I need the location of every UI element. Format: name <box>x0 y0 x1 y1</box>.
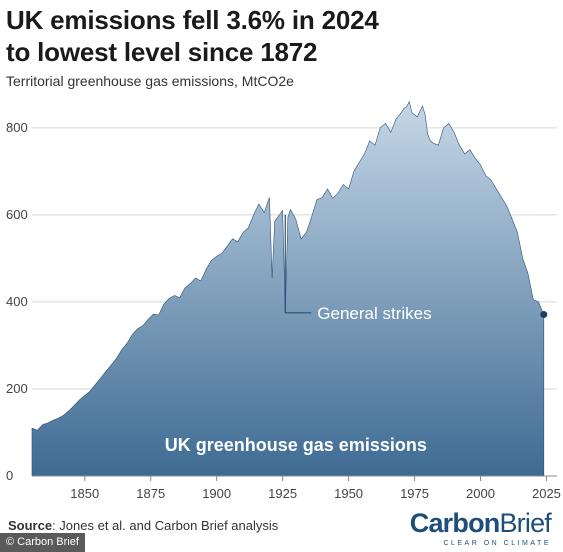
x-tick-label: 1925 <box>268 486 297 501</box>
source-note: Source: Jones et al. and Carbon Brief an… <box>8 518 278 533</box>
x-tick-label: 1900 <box>202 486 231 501</box>
chart-title-line-1: UK emissions fell 3.6% in 2024 <box>6 5 379 35</box>
carbon-brief-logo[interactable]: CarbonBrief <box>409 508 552 539</box>
y-tick-label: 600 <box>6 207 28 222</box>
y-tick-label: 400 <box>6 294 28 309</box>
area-label: UK greenhouse gas emissions <box>165 435 427 455</box>
x-tick-label: 2000 <box>466 486 495 501</box>
brand-brief: Brief <box>499 508 551 538</box>
copyright-badge: © Carbon Brief <box>0 533 85 552</box>
y-tick-label: 200 <box>6 381 28 396</box>
chart-subtitle: Territorial greenhouse gas emissions, Mt… <box>6 73 294 89</box>
x-tick-label: 1850 <box>70 486 99 501</box>
x-tick-label: 1975 <box>400 486 429 501</box>
axes: 0 200 400 600 800 1850 1875 1900 1925 1950 1975 200… <box>6 120 561 501</box>
chart-title-line-2: to lowest level since 1872 <box>6 37 318 67</box>
latest-value-marker <box>540 311 548 319</box>
y-tick-label: 800 <box>6 120 28 135</box>
brand-carbon: Carbon <box>409 508 501 538</box>
x-tick-label: 1875 <box>136 486 165 501</box>
x-tick-label: 2025 <box>532 486 561 501</box>
source-label: Source <box>8 518 53 533</box>
chart-title: UK emissions fell 3.6% in 2024 to lowest… <box>6 4 556 68</box>
emissions-area <box>31 100 545 477</box>
x-tick-label: 1950 <box>334 486 363 501</box>
source-text: : Jones et al. and Carbon Brief analysis <box>52 518 279 533</box>
brand-tagline: CLEAR ON CLIMATE <box>443 540 551 547</box>
y-tick-label: 0 <box>6 468 13 483</box>
general-strikes-annotation: General strikes <box>317 304 431 323</box>
